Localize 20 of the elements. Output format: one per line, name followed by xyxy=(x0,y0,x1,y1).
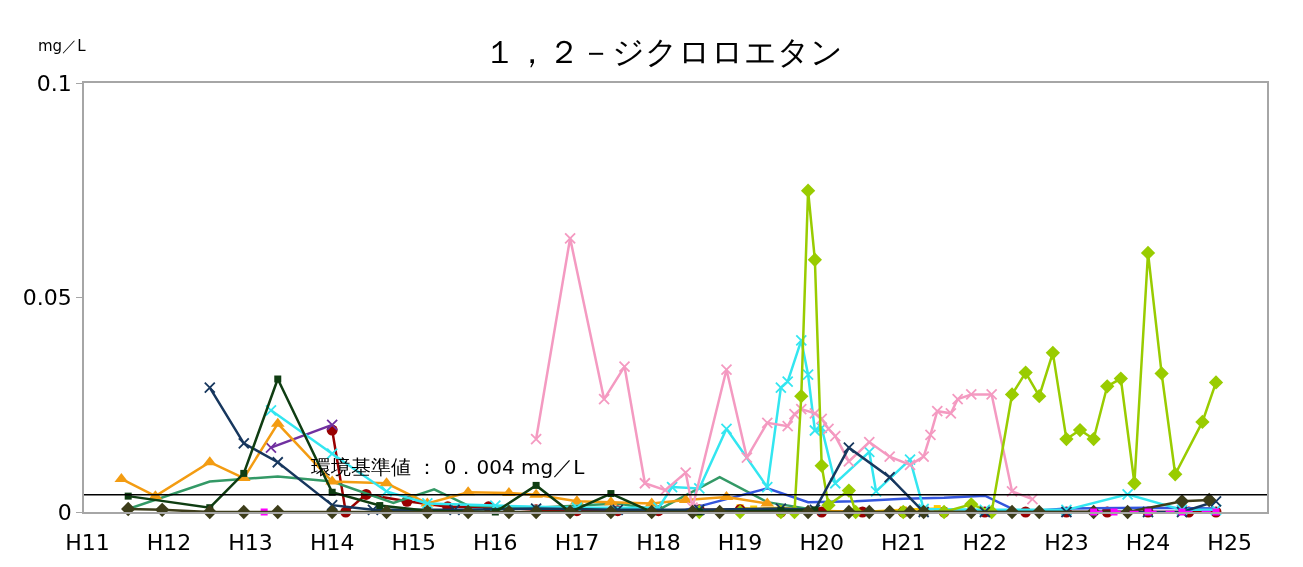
y-axis-title: mg／L xyxy=(38,37,87,55)
x-tick-label: H24 xyxy=(1125,530,1171,556)
x-tick-label: H22 xyxy=(962,530,1008,556)
x-tick-label: H18 xyxy=(636,530,681,556)
x-tick-label: H19 xyxy=(717,530,763,556)
x-tick-label: H16 xyxy=(473,530,518,556)
y-tick-label: 0.1 xyxy=(36,70,72,96)
y-tick-label: 0.05 xyxy=(22,285,72,311)
x-tick-label: H20 xyxy=(799,530,844,556)
x-tick-label: H25 xyxy=(1207,530,1252,556)
x-tick-label: H12 xyxy=(146,530,192,556)
x-tick-label: H11 xyxy=(65,530,110,556)
x-tick-label: H23 xyxy=(1044,530,1089,556)
x-tick-label: H13 xyxy=(228,530,273,556)
x-tick-label: H15 xyxy=(391,530,437,556)
x-tick-label: H21 xyxy=(880,530,926,556)
x-tick-label: H14 xyxy=(309,530,355,556)
y-tick-label: 0 xyxy=(57,499,72,525)
x-tick-label: H17 xyxy=(554,530,600,556)
chart-title: １，２－ジクロロエタン xyxy=(484,33,844,72)
